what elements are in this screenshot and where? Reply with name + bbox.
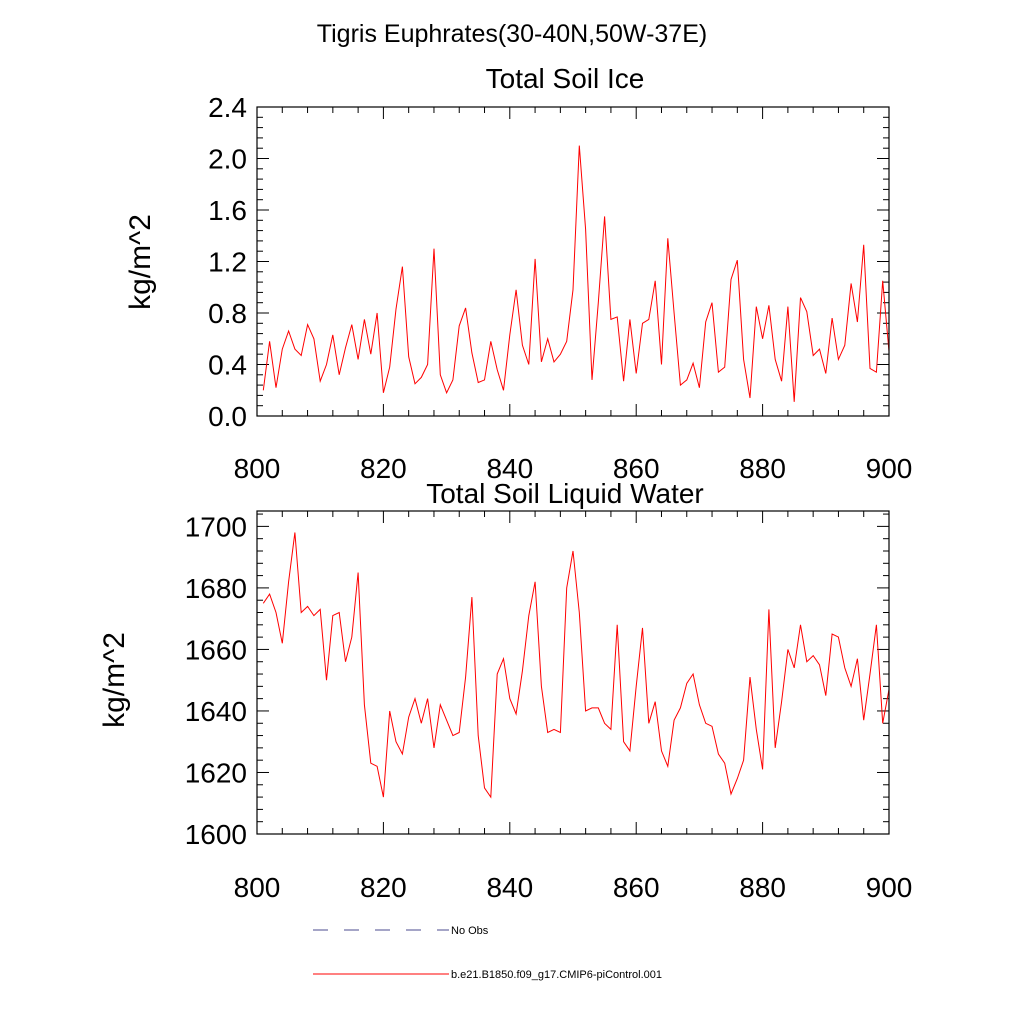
soil-ice-ytick-label: 0.0 bbox=[208, 401, 247, 432]
soil-ice-xtick-label: 880 bbox=[739, 453, 786, 484]
legend: No Obs b.e21.B1850.f09_g17.CMIP6-piContr… bbox=[313, 925, 662, 981]
soil-liquid-water-ylabel: kg/m^2 bbox=[98, 632, 131, 728]
soil-liquid-water-series bbox=[262, 532, 890, 799]
soil-ice-xtick-label: 800 bbox=[234, 453, 281, 484]
soil-ice-panel: Total Soil Ice kg/m^2 800 820 840 860 880 900… bbox=[124, 63, 912, 484]
soil-liquid-water-tick-labels: 800 820 840 860 880 900 1600 1620 1640 1660 1680 17… bbox=[185, 511, 913, 903]
legend-no-obs-label: No Obs bbox=[451, 925, 489, 937]
soil-liquid-water-xtick-label: 900 bbox=[866, 872, 913, 903]
soil-ice-xtick-label: 820 bbox=[360, 453, 407, 484]
soil-liquid-water-xtick-label: 820 bbox=[360, 872, 407, 903]
soil-liquid-water-xtick-label: 880 bbox=[739, 872, 786, 903]
soil-ice-series-line bbox=[262, 145, 890, 402]
figure-title: Tigris Euphrates(30-40N,50W-37E) bbox=[317, 20, 707, 48]
soil-ice-xtick-label: 860 bbox=[613, 453, 660, 484]
soil-liquid-water-xtick-label: 840 bbox=[486, 872, 533, 903]
soil-ice-ytick-label: 0.4 bbox=[208, 350, 247, 381]
soil-liquid-water-ytick-label: 1660 bbox=[185, 634, 247, 665]
soil-liquid-water-title: Total Soil Liquid Water bbox=[426, 478, 704, 509]
soil-liquid-water-ticks bbox=[256, 511, 890, 835]
soil-ice-ylabel: kg/m^2 bbox=[124, 214, 157, 310]
soil-liquid-water-xtick-label: 800 bbox=[234, 872, 281, 903]
soil-liquid-water-ytick-label: 1600 bbox=[185, 819, 247, 850]
soil-ice-title: Total Soil Ice bbox=[486, 63, 645, 94]
soil-ice-ytick-label: 2.0 bbox=[208, 144, 247, 175]
soil-ice-ticks bbox=[256, 106, 890, 417]
soil-liquid-water-xtick-label: 860 bbox=[613, 872, 660, 903]
soil-liquid-water-ytick-label: 1680 bbox=[185, 573, 247, 604]
soil-ice-tick-labels: 800 820 840 860 880 900 0.0 0.4 0.8 1.2 1.6 2.0 2.4 bbox=[208, 92, 912, 484]
soil-liquid-water-panel: Total Soil Liquid Water kg/m^2 800 820 840… bbox=[98, 478, 912, 903]
soil-liquid-water-ytick-label: 1700 bbox=[185, 511, 247, 542]
soil-ice-ytick-label: 0.8 bbox=[208, 298, 247, 329]
soil-ice-xtick-label: 900 bbox=[866, 453, 913, 484]
soil-ice-xtick-label: 840 bbox=[486, 453, 533, 484]
soil-liquid-water-plot-frame bbox=[256, 510, 890, 835]
legend-model-label: b.e21.B1850.f09_g17.CMIP6-piControl.001 bbox=[451, 969, 662, 981]
soil-ice-ytick-label: 1.2 bbox=[208, 247, 247, 278]
soil-liquid-water-ytick-label: 1620 bbox=[185, 757, 247, 788]
soil-ice-plot-frame bbox=[256, 106, 890, 417]
soil-liquid-water-series-line bbox=[262, 532, 890, 799]
soil-ice-ytick-label: 2.4 bbox=[208, 92, 247, 123]
soil-liquid-water-ytick-label: 1640 bbox=[185, 696, 247, 727]
soil-ice-ytick-label: 1.6 bbox=[208, 195, 247, 226]
soil-ice-series bbox=[262, 145, 890, 402]
